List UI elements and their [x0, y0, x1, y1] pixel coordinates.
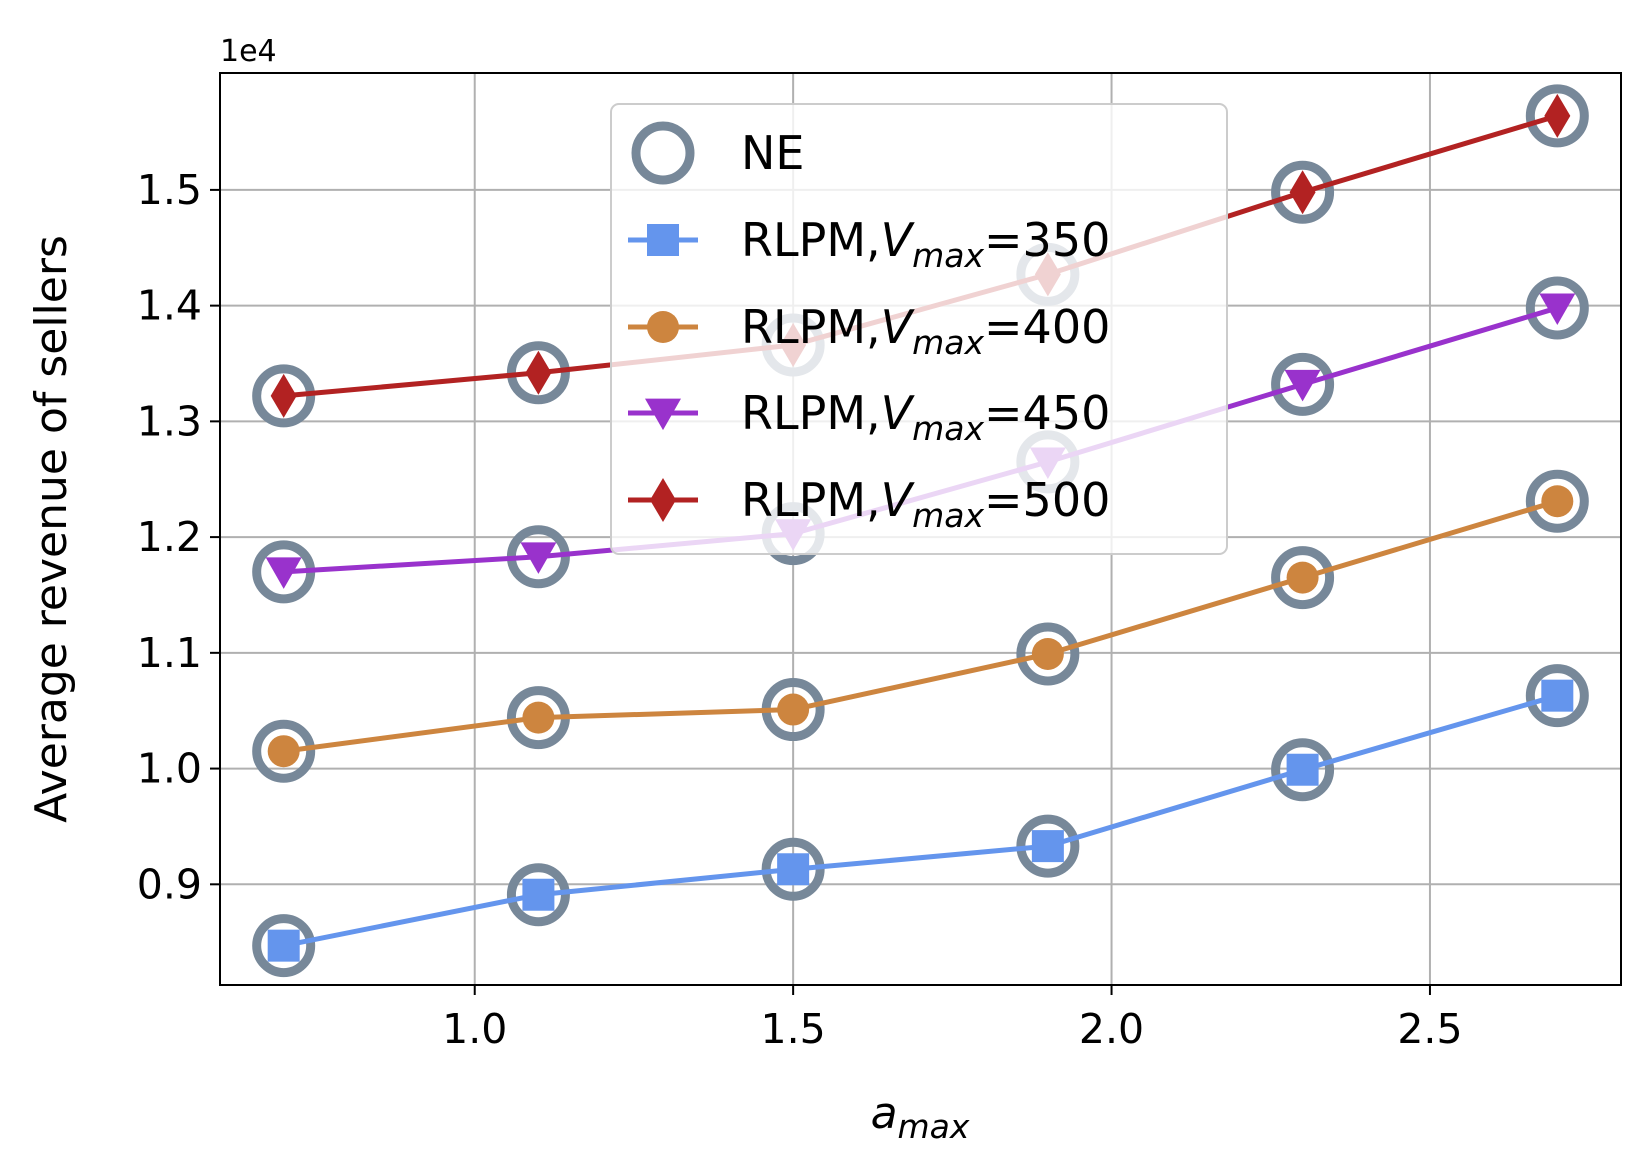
- rlpm-vmax-350-point: [267, 929, 300, 962]
- ne-ring-point: [252, 914, 316, 978]
- ne-ring-point: [1271, 160, 1335, 224]
- ne-ring-point: [1016, 622, 1080, 686]
- legend-rlpm-vmax-400-marker: [647, 311, 679, 343]
- legend-rlpm-vmax-350-label: RLPM,Vmax=350: [741, 213, 1110, 275]
- ne-ring-point: [1271, 738, 1335, 802]
- legend-label-var: V: [881, 300, 916, 354]
- rlpm-vmax-400-point: [267, 735, 300, 768]
- legend-label-var: V: [881, 473, 916, 527]
- ne-ring-point: [252, 719, 316, 783]
- legend-label-sub: max: [912, 323, 984, 362]
- ne-ring-point: [1525, 84, 1589, 148]
- y-tick-label: 1.0: [137, 745, 202, 793]
- ne-ring-point: [1271, 546, 1335, 610]
- x-tick-label: 1.0: [442, 1005, 507, 1053]
- rlpm-vmax-400-point: [1031, 637, 1064, 670]
- ne-ring-point: [1525, 276, 1589, 340]
- rlpm-vmax-350-point: [522, 878, 555, 911]
- legend-label-prefix: NE: [741, 126, 804, 180]
- legend-rlpm-vmax-450-marker: [645, 398, 681, 431]
- legend-label-prefix: RLPM,: [741, 213, 881, 267]
- rlpm-vmax-500-point: [270, 373, 297, 418]
- legend-label-value: =500: [984, 473, 1110, 527]
- legend-label-sub: max: [912, 496, 984, 535]
- legend-rlpm-vmax-350-marker: [647, 224, 679, 256]
- legend-label-var: V: [881, 213, 916, 267]
- legend-label-var: V: [881, 386, 916, 440]
- y-tick-label: 1.4: [137, 282, 202, 330]
- legend-label-sub: max: [912, 236, 984, 275]
- rlpm-vmax-450-point: [1284, 369, 1321, 402]
- rlpm-vmax-400-point: [522, 701, 555, 734]
- legend: NERLPM,Vmax=350RLPM,Vmax=400RLPM,Vmax=45…: [610, 103, 1228, 555]
- rlpm-vmax-350-point: [1031, 830, 1064, 863]
- rlpm-vmax-400-point: [777, 693, 810, 726]
- rlpm-vmax-400-line: [283, 498, 1559, 754]
- y-tick-label: 1.2: [137, 513, 202, 561]
- rlpm-vmax-450-point: [265, 557, 302, 589]
- x-tick-label: 1.5: [761, 1005, 826, 1053]
- rlpm-vmax-350-point: [1286, 753, 1319, 786]
- legend-rlpm-vmax-500-marker: [650, 478, 676, 522]
- x-tick-label: 2.5: [1397, 1005, 1462, 1053]
- rlpm-vmax-400-point: [1541, 485, 1574, 518]
- legend-ne-marker: [631, 121, 695, 185]
- rlpm-vmax-500-point: [525, 350, 552, 395]
- legend-rlpm-vmax-400-label: RLPM,Vmax=400: [741, 300, 1110, 362]
- y-tick-label: 1.1: [137, 629, 202, 677]
- legend-label-sub: max: [912, 409, 984, 448]
- rlpm-vmax-450-point: [520, 542, 557, 574]
- ne-ring-point: [1525, 469, 1589, 533]
- x-tick-label: 2.0: [1079, 1005, 1144, 1053]
- legend-frame: [610, 103, 1228, 555]
- legend-label-prefix: RLPM,: [741, 473, 881, 527]
- legend-rlpm-vmax-500-label: RLPM,Vmax=500: [741, 473, 1110, 535]
- legend-ne-label: NE: [741, 126, 804, 180]
- legend-label-value: =350: [984, 213, 1110, 267]
- legend-label-value: =450: [984, 386, 1110, 440]
- rlpm-vmax-450-point: [1539, 293, 1576, 326]
- legend-rlpm-vmax-450-label: RLPM,Vmax=450: [741, 386, 1110, 448]
- y-tick-label: 1.3: [137, 397, 202, 445]
- rlpm-vmax-500-point: [1544, 93, 1571, 138]
- y-tick-label: 0.9: [137, 860, 202, 908]
- axis-ticks: 1.0 1.5 2.0 2.5 0.9 1.0 1.1 1.2 1.3 1.4 1.5: [137, 166, 1463, 1053]
- rlpm-vmax-500-point: [1289, 170, 1316, 215]
- legend-label-prefix: RLPM,: [741, 386, 881, 440]
- legend-label-prefix: RLPM,: [741, 300, 881, 354]
- y-axis-label: Average revenue of sellers: [26, 235, 77, 823]
- rlpm-vmax-350-point: [1541, 679, 1574, 712]
- plot-frame: [219, 72, 1622, 986]
- legend-label-value: =400: [984, 300, 1110, 354]
- rlpm-vmax-350-line: [283, 693, 1559, 949]
- ne-ring-point: [506, 863, 570, 927]
- x-axis-label: amax: [871, 1088, 970, 1146]
- x-axis-label-base: a: [871, 1088, 898, 1139]
- y-tick-label: 1.5: [137, 166, 202, 214]
- ne-ring-point: [1525, 664, 1589, 728]
- rlpm-vmax-350-point: [777, 853, 810, 886]
- rlpm-vmax-400-point: [1286, 561, 1319, 594]
- ne-ring-point: [1271, 352, 1335, 416]
- y-offset-text: 1e4: [220, 34, 277, 69]
- x-axis-label-sub: max: [898, 1107, 970, 1146]
